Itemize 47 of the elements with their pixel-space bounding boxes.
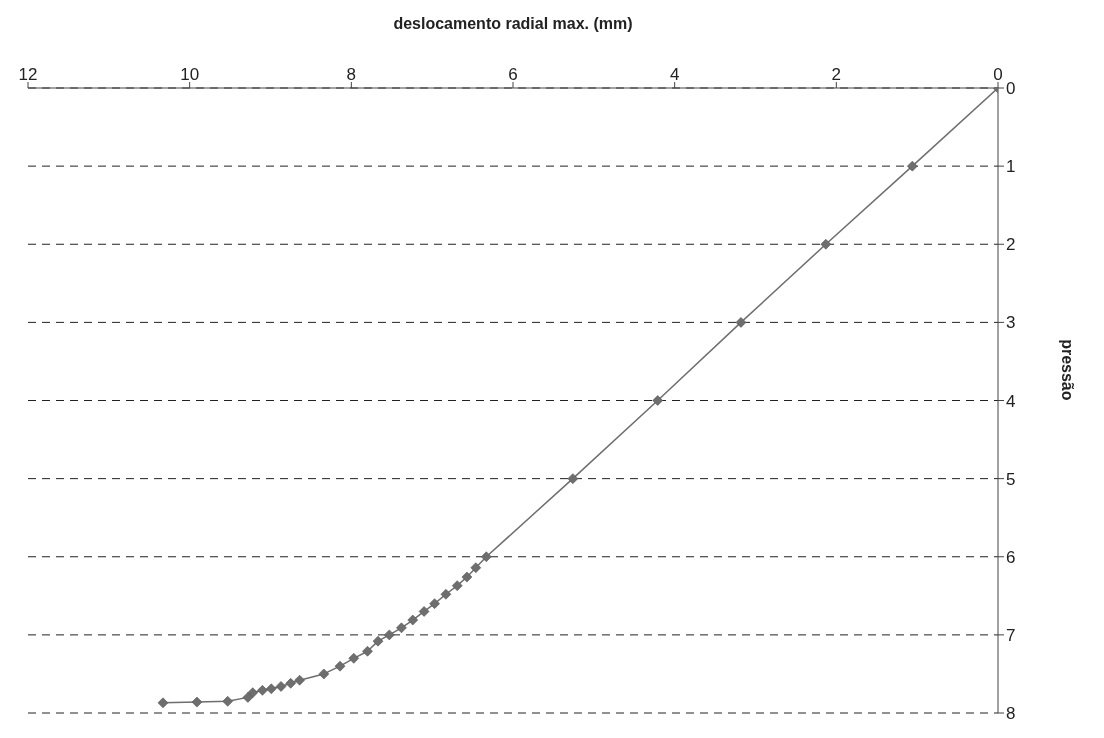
y-tick-label: 8: [1006, 704, 1016, 724]
point: [348, 653, 360, 664]
point: [407, 614, 419, 626]
point: [418, 606, 430, 617]
point: [294, 674, 305, 686]
y-tick-label: 6: [1006, 547, 1016, 567]
y-tick-label: 5: [1006, 469, 1016, 489]
point: [440, 588, 452, 600]
point: [372, 635, 384, 647]
point: [735, 317, 747, 328]
x-tick-label: 0: [993, 65, 1003, 84]
x-tick-label: 6: [508, 65, 518, 84]
point: [362, 645, 373, 657]
x-tick-label: 10: [180, 65, 200, 84]
point: [257, 685, 268, 696]
point: [470, 562, 482, 573]
point: [222, 695, 233, 707]
y-tick-label: 4: [1006, 391, 1016, 411]
y-tick-label: 1: [1006, 157, 1016, 177]
x-tick-label: 12: [18, 65, 38, 84]
point: [318, 668, 330, 680]
point: [334, 660, 346, 672]
point: [429, 598, 440, 609]
point: [157, 697, 169, 709]
point: [481, 551, 492, 563]
point: [451, 580, 463, 591]
point: [384, 629, 395, 641]
point: [907, 160, 918, 172]
x-axis-title: deslocamento radial max. (mm): [393, 15, 633, 33]
point: [461, 571, 473, 583]
y-tick-label: 2: [1006, 235, 1016, 255]
point: [285, 678, 297, 689]
point: [266, 683, 277, 695]
point: [820, 238, 832, 250]
point: [567, 473, 579, 484]
point: [191, 696, 203, 708]
point: [242, 692, 254, 703]
point: [275, 681, 287, 692]
x-tick-label: 2: [831, 65, 842, 84]
y-tick-label: 3: [1006, 313, 1016, 333]
y-axis-title: pressão: [1059, 339, 1077, 401]
x-tick-label: 4: [669, 65, 680, 84]
point: [396, 622, 407, 634]
point: [652, 395, 663, 406]
y-tick-label: 0: [1006, 79, 1016, 99]
x-tick-label: 8: [346, 65, 357, 84]
y-tick-label: 7: [1006, 625, 1016, 645]
